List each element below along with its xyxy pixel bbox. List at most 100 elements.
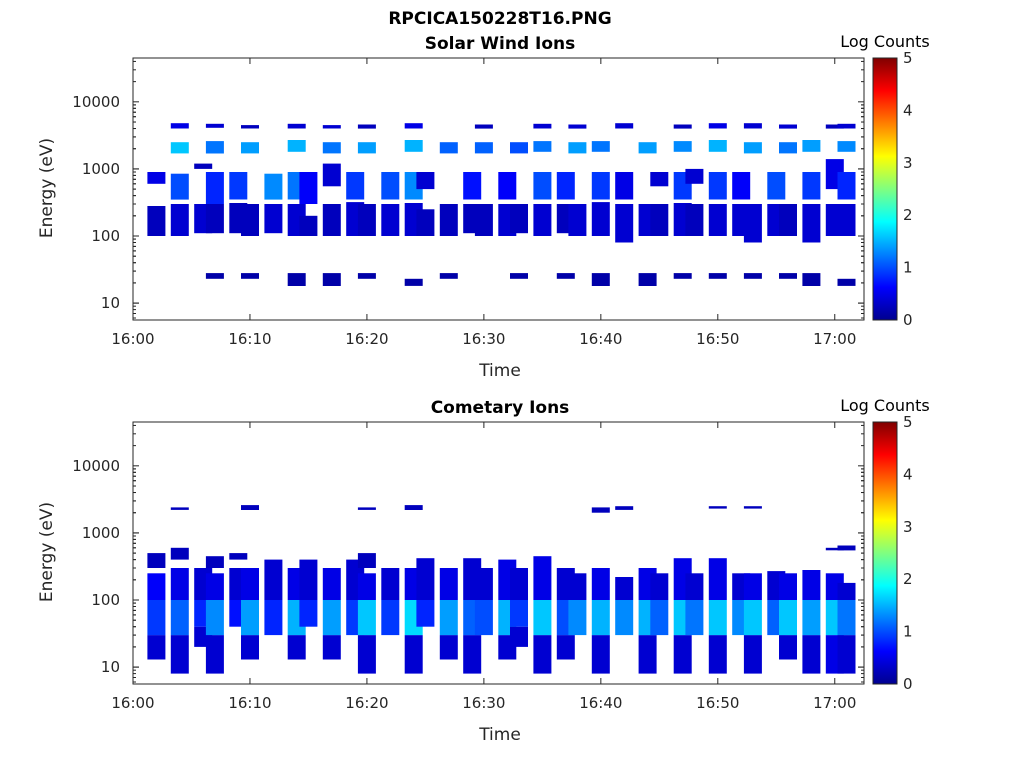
heatmap-cell xyxy=(779,573,797,600)
heatmap-cell xyxy=(673,124,692,129)
x-tick-label: 16:40 xyxy=(579,330,622,348)
heatmap-cell xyxy=(591,202,610,236)
heatmap-cell xyxy=(287,273,306,286)
heatmap-cell xyxy=(685,168,704,184)
heatmap-cell xyxy=(685,204,704,236)
heatmap-cell xyxy=(638,273,657,286)
heatmap-cell xyxy=(779,124,797,129)
heatmap-cell xyxy=(615,123,634,129)
heatmap-cell xyxy=(439,142,458,154)
heatmap-cell xyxy=(205,273,224,279)
heatmap-cell xyxy=(416,600,435,627)
heatmap-cell xyxy=(591,600,610,636)
x-tick-label: 16:30 xyxy=(462,330,505,348)
heatmap-cell xyxy=(591,507,610,513)
heatmap-cell xyxy=(802,140,821,152)
heatmap-cell xyxy=(533,556,552,600)
heatmap-cell xyxy=(299,215,318,236)
heatmap-cell xyxy=(825,124,844,129)
heatmap-cell xyxy=(650,573,669,600)
y-axis-label: Energy (eV) xyxy=(37,138,57,238)
heatmap-cell xyxy=(837,600,856,636)
heatmap-cell xyxy=(568,142,587,154)
heatmap-cell xyxy=(708,140,727,152)
heatmap-cell xyxy=(287,123,306,129)
heatmap-cell xyxy=(743,142,762,154)
heatmap-cell xyxy=(743,204,762,243)
heatmap-cell xyxy=(510,568,528,600)
heatmap-cell xyxy=(241,505,259,510)
heatmap-cell xyxy=(591,635,610,674)
heatmap-cell xyxy=(673,273,692,279)
heatmap-cell xyxy=(708,600,727,636)
heatmap-cell xyxy=(837,278,856,286)
heatmap-cell xyxy=(170,173,189,200)
heatmap-cell xyxy=(732,172,751,200)
heatmap-cell xyxy=(510,626,528,647)
heatmap-cell xyxy=(416,172,435,190)
heatmap-cell xyxy=(287,140,306,152)
heatmap-cell xyxy=(439,600,458,636)
colorbar-tick-label: 1 xyxy=(903,259,913,277)
heatmap-cell xyxy=(229,172,248,200)
x-axis-label: Time xyxy=(478,725,521,745)
heatmap-cell xyxy=(299,600,318,627)
heatmap-cell xyxy=(147,600,166,636)
heatmap-cell xyxy=(650,600,669,636)
heatmap-cell xyxy=(357,273,376,279)
heatmap-cell xyxy=(147,573,166,600)
heatmap-cell xyxy=(474,142,493,154)
colorbar xyxy=(872,421,898,685)
heatmap-cell xyxy=(767,172,786,200)
heatmap-cell xyxy=(779,273,797,279)
colorbar-tick-label: 0 xyxy=(903,311,913,329)
heatmap-cell xyxy=(404,278,423,286)
heatmap-cell xyxy=(510,273,528,279)
heatmap-cell xyxy=(802,635,821,674)
heatmap-cell xyxy=(381,172,400,200)
heatmap-cell xyxy=(638,635,657,674)
heatmap-cell xyxy=(205,172,224,204)
colorbar-tick-label: 2 xyxy=(903,206,913,224)
figure-title: RPCICA150228T16.PNG xyxy=(388,9,611,29)
heatmap-cell xyxy=(241,600,259,636)
heatmap-cell xyxy=(650,172,669,187)
heatmap-cell xyxy=(299,559,318,600)
colorbar-tick-label: 4 xyxy=(903,465,913,483)
heatmap-cell xyxy=(147,172,166,184)
heatmap-cell xyxy=(837,545,856,551)
heatmap-cell xyxy=(463,635,482,674)
heatmap-cell xyxy=(708,273,727,279)
heatmap-cell xyxy=(591,141,610,152)
colorbar-tick-label: 4 xyxy=(903,101,913,119)
heatmap-cell xyxy=(779,600,797,636)
heatmap-cell xyxy=(439,635,458,660)
heatmap-cell xyxy=(556,172,575,200)
x-tick-label: 16:10 xyxy=(228,694,271,712)
heatmap-cell xyxy=(779,204,797,236)
heatmap-cell xyxy=(568,573,587,600)
panel-title: Cometary Ions xyxy=(431,398,570,418)
x-tick-label: 16:00 xyxy=(111,694,154,712)
heatmap-cell xyxy=(264,173,283,200)
heatmap-cell xyxy=(615,172,634,200)
heatmap-cell xyxy=(685,573,704,600)
heatmap-cell xyxy=(404,123,423,129)
heatmap-cell xyxy=(170,123,189,129)
heatmap-cell xyxy=(837,141,856,152)
colorbar-label: Log Counts xyxy=(840,396,930,415)
heatmap-cell xyxy=(264,204,283,234)
heatmap-cell xyxy=(615,506,634,510)
y-tick-label: 1000 xyxy=(82,160,120,178)
heatmap-cell xyxy=(673,635,692,674)
heatmap-cell xyxy=(357,635,376,674)
heatmap-cell xyxy=(357,507,376,510)
y-tick-label: 10000 xyxy=(72,457,120,475)
x-tick-label: 16:20 xyxy=(345,330,388,348)
heatmap-cell xyxy=(381,204,400,236)
heatmap-cell xyxy=(322,635,341,660)
x-tick-label: 16:50 xyxy=(696,694,739,712)
